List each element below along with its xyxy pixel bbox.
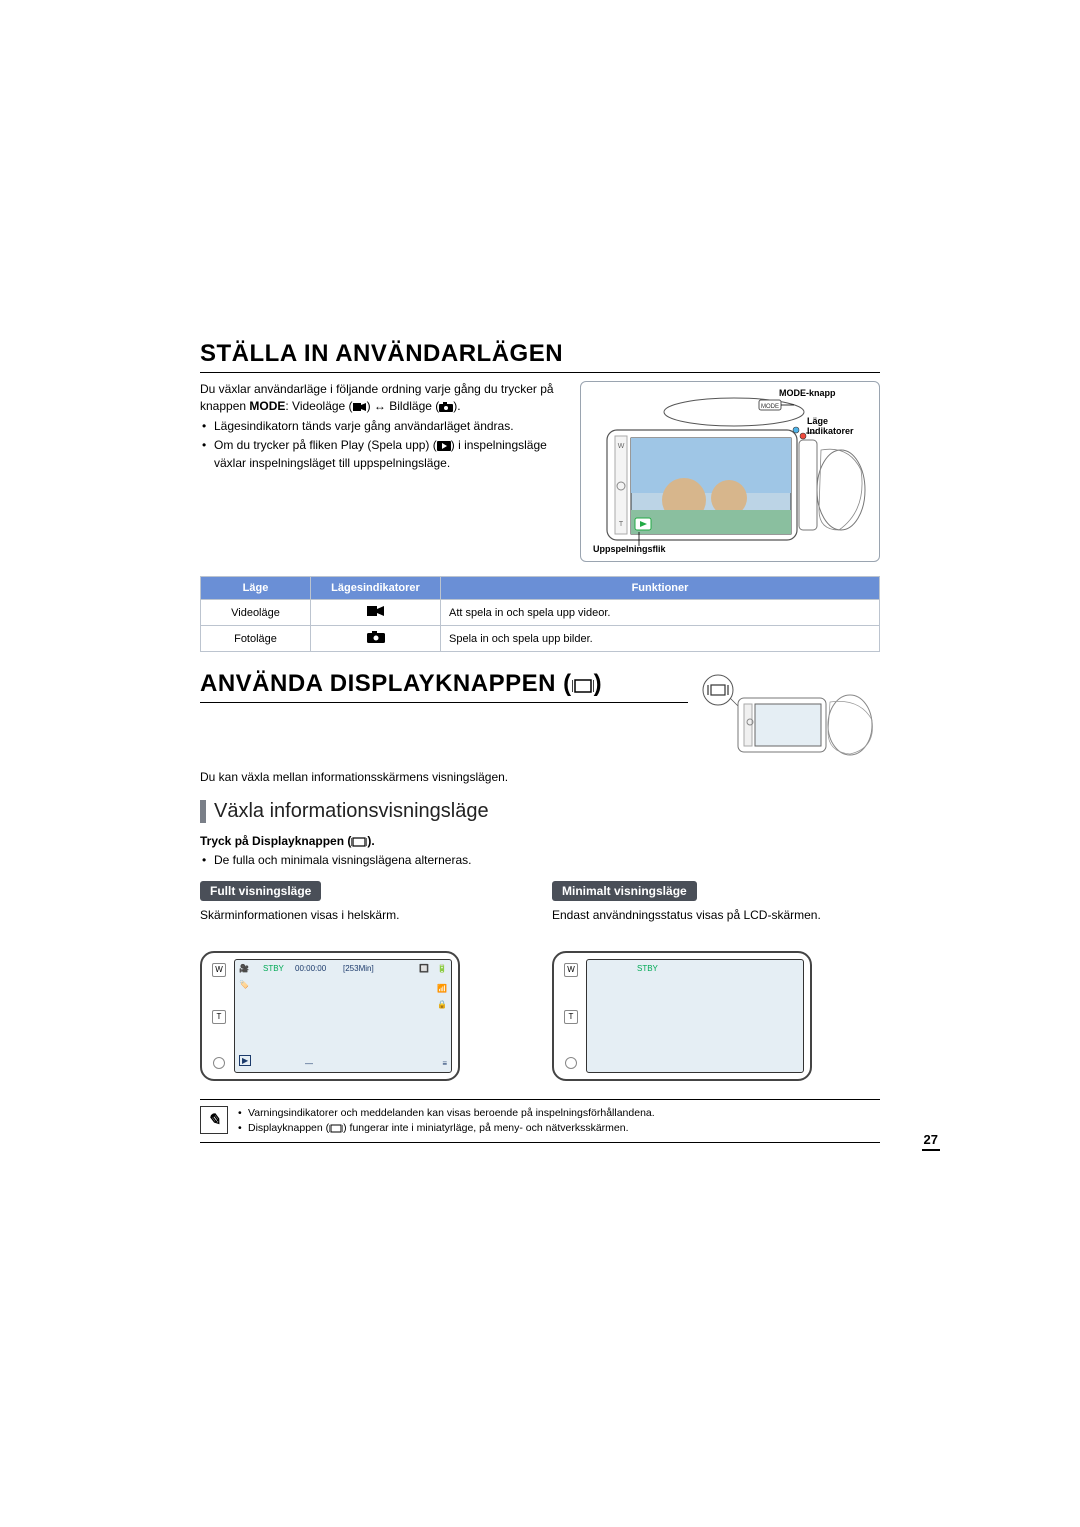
video-icon <box>353 402 367 412</box>
note-list: Varningsindikatorer och meddelanden kan … <box>238 1106 655 1136</box>
note-box: ✎ Varningsindikatorer och meddelanden ka… <box>200 1099 880 1143</box>
cell-icon-video <box>311 600 441 626</box>
svg-text:T: T <box>619 521 624 528</box>
instr-bullet: De fulla och minimala visningslägena alt… <box>214 853 880 867</box>
diag-label-indik: Indikatorer <box>807 426 854 436</box>
svg-text:MODE: MODE <box>761 404 779 410</box>
lcd-side-left-min: W T <box>560 959 582 1073</box>
diag-label-mode: MODE-knapp <box>779 388 836 398</box>
diag-label-play: Uppspelningsflik <box>593 544 666 554</box>
cell-icon-photo <box>311 626 441 652</box>
svg-text:W: W <box>618 443 625 450</box>
th-indicators: Lägesindikatorer <box>311 577 441 600</box>
th-mode: Läge <box>201 577 311 600</box>
full-display-col: Fullt visningsläge Skärminformationen vi… <box>200 881 528 1081</box>
lcd-full: W T 🎥 STBY 00:00:00 [253Min] 🔲 🔋 📶 🔒 🏷️ … <box>200 951 460 1081</box>
pill-full: Fullt visningsläge <box>200 881 321 901</box>
intro-bullet-2a: Om du trycker på fliken Play (Spela upp)… <box>214 438 437 452</box>
section2-subtitle: Du kan växla mellan informationsskärmens… <box>200 769 880 786</box>
zoom-t: T <box>212 1010 226 1024</box>
side-circle-icon <box>213 1057 225 1069</box>
page-number: 27 <box>922 1132 940 1151</box>
note-1: Varningsindikatorer och meddelanden kan … <box>238 1106 655 1121</box>
intro-part-e: ). <box>453 399 460 413</box>
zoom-w-min: W <box>564 963 578 977</box>
cell-mode-photo: Fotoläge <box>201 626 311 652</box>
camcorder-svg: MODE W T <box>589 390 869 550</box>
modes-table: Läge Lägesindikatorer Funktioner Videolä… <box>200 576 880 652</box>
zoom-w: W <box>212 963 226 977</box>
heading-user-modes: STÄLLA IN ANVÄNDARLÄGEN <box>200 340 880 373</box>
desc-minimal: Endast användningsstatus visas på LCD-sk… <box>552 907 880 941</box>
video-mode-icon <box>367 605 385 617</box>
lcd-minimal: W T STBY <box>552 951 812 1081</box>
heading-display-b: ) <box>594 670 603 697</box>
cell-func-video: Att spela in och spela upp videor. <box>441 600 880 626</box>
minimal-display-col: Minimalt visningsläge Endast användnings… <box>552 881 880 1081</box>
table-row: Fotoläge Spela in och spela upp bilder. <box>201 626 880 652</box>
side-circle-icon-min <box>565 1057 577 1069</box>
display-icon <box>572 679 594 693</box>
diag-label-lage: Läge <box>807 416 828 426</box>
pill-minimal: Minimalt visningsläge <box>552 881 697 901</box>
camcorder-small <box>700 670 880 765</box>
note-2: Displayknappen ( ) fungerar inte i miniat… <box>238 1121 655 1136</box>
lcd-screen-min: STBY <box>586 959 804 1073</box>
th-functions: Funktioner <box>441 577 880 600</box>
camera-icon <box>439 402 453 412</box>
heading-display-a: ANVÄNDA DISPLAYKNAPPEN ( <box>200 670 572 697</box>
instr-a: Tryck på Displayknappen ( <box>200 834 351 848</box>
display-icon-note <box>329 1124 343 1133</box>
play-tab-icon <box>437 441 451 451</box>
lcd-side-left: W T <box>208 959 230 1073</box>
lcd-screen-full: 🎥 STBY 00:00:00 [253Min] 🔲 🔋 📶 🔒 🏷️ ▶ — … <box>234 959 452 1073</box>
intro-mode-word: MODE <box>249 399 285 413</box>
note-2a: Displayknappen ( <box>248 1122 329 1134</box>
cell-mode-video: Videoläge <box>201 600 311 626</box>
intro-text: Du växlar användarläge i följande ordnin… <box>200 381 564 562</box>
intro-part-c: : Videoläge ( <box>285 399 352 413</box>
camcorder-diagram: MODE W T <box>580 381 880 562</box>
h2-switch-info: Växla informationsvisningsläge <box>200 800 880 823</box>
desc-full: Skärminformationen visas i helskärm. <box>200 907 528 941</box>
note-icon: ✎ <box>200 1106 228 1134</box>
heading-display-button: ANVÄNDA DISPLAYKNAPPEN () <box>200 670 688 703</box>
intro-bullet-2: Om du trycker på fliken Play (Spela upp)… <box>214 437 564 472</box>
intro-row: Du växlar användarläge i följande ordnin… <box>200 381 880 562</box>
cell-func-photo: Spela in och spela upp bilder. <box>441 626 880 652</box>
table-row: Videoläge Att spela in och spela upp vid… <box>201 600 880 626</box>
intro-part-d: ) ↔ Bildläge ( <box>367 399 440 413</box>
photo-mode-icon <box>367 631 385 643</box>
instr-b: ). <box>367 834 374 848</box>
note-2b: ) fungerar inte i miniatyrläge, på meny-… <box>343 1122 628 1134</box>
zoom-t-min: T <box>564 1010 578 1024</box>
display-icon-small <box>351 837 367 847</box>
intro-bullet-1: Lägesindikatorn tänds varje gång använda… <box>214 418 564 435</box>
